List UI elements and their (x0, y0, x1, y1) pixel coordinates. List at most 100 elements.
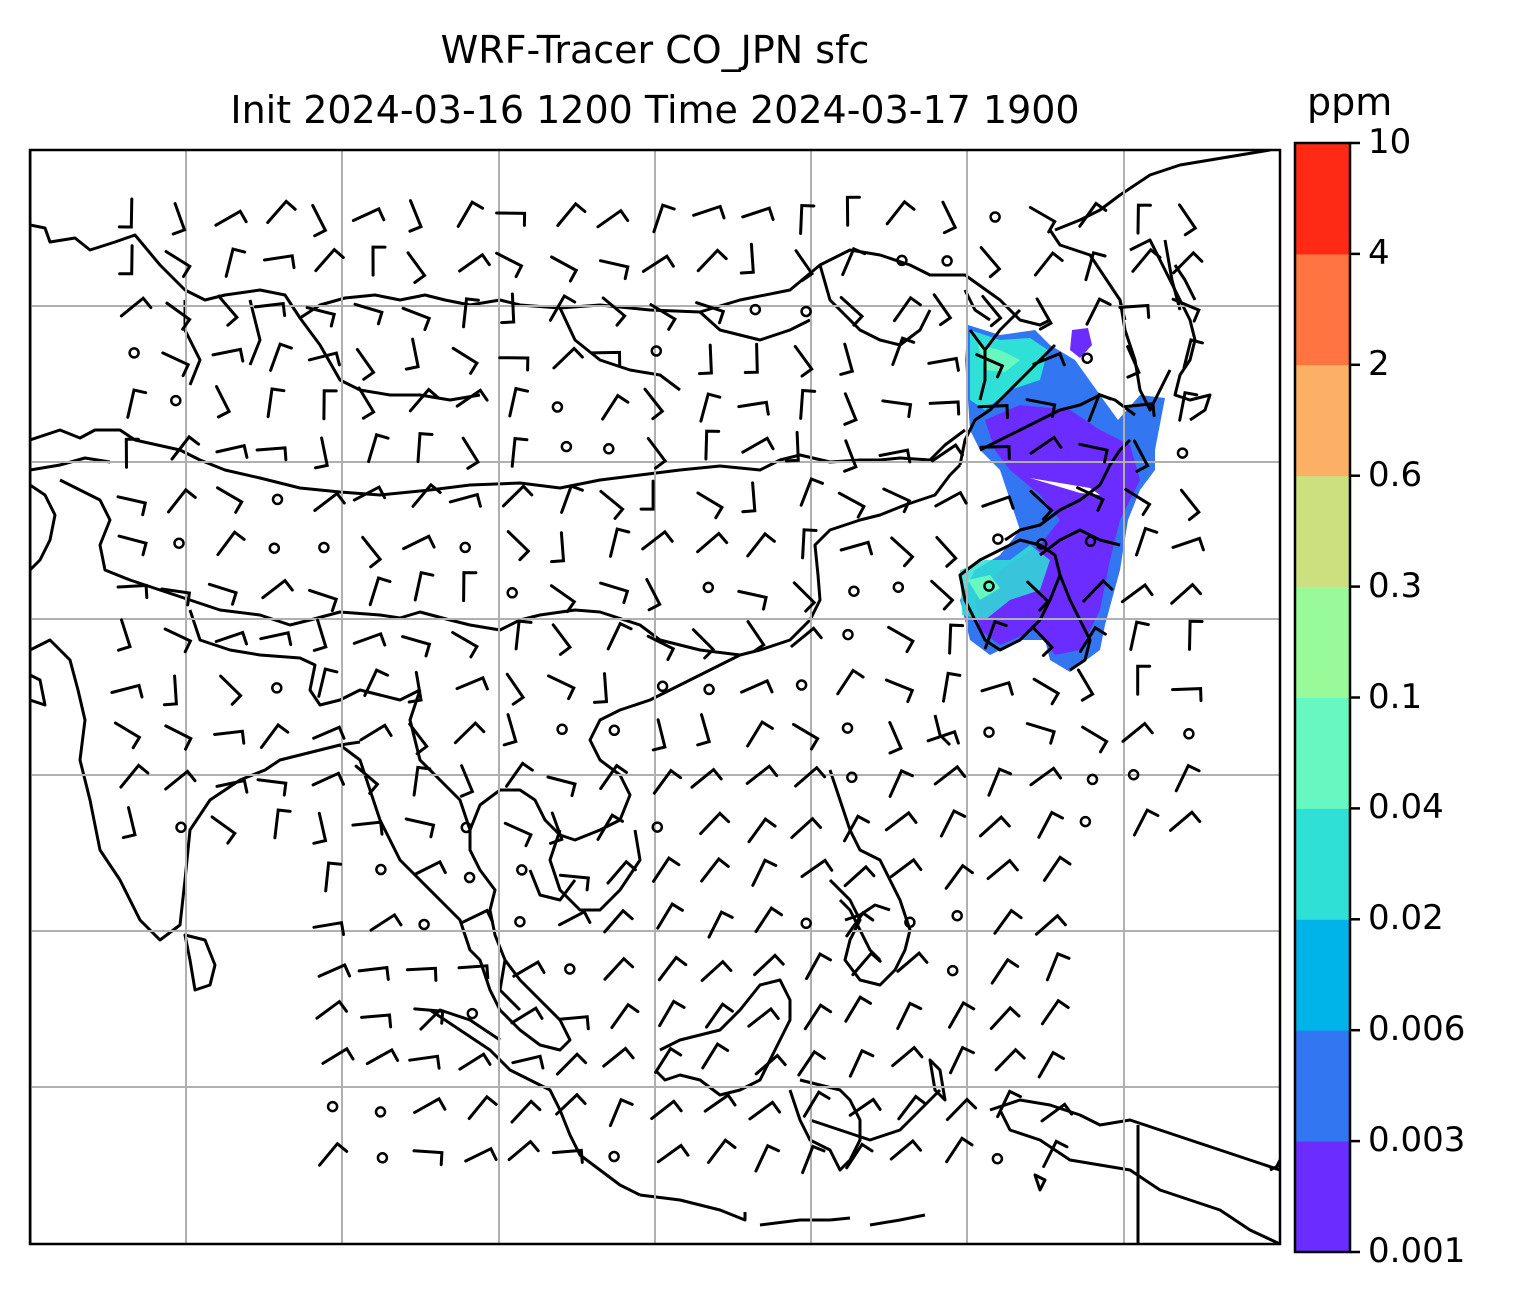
wind-barb (404, 337, 420, 371)
wind-barb (548, 293, 577, 322)
wind-barb (1029, 766, 1063, 787)
calm-wind-marker (326, 1100, 339, 1113)
wind-barb (1040, 998, 1070, 1026)
wind-barb (692, 204, 726, 220)
wind-barb (599, 581, 630, 605)
wind-barb (1032, 677, 1061, 706)
wind-barb (892, 295, 922, 323)
calm-wind-marker (946, 964, 959, 977)
wind-barb (737, 589, 768, 611)
wind-barb (843, 439, 858, 473)
wind-barb (754, 906, 783, 933)
wind-barb (601, 393, 630, 421)
calm-wind-marker (991, 1152, 1004, 1165)
wind-barb (495, 211, 527, 227)
wind-barb (793, 344, 814, 378)
wind-barb (1076, 486, 1105, 512)
wind-barb (1129, 620, 1150, 651)
wind-barb (882, 487, 912, 514)
wind-barb (498, 356, 530, 372)
wind-barb (557, 1015, 590, 1031)
wind-barb (878, 448, 912, 464)
colorbar-segment (1295, 919, 1350, 1031)
calm-wind-marker (992, 533, 1004, 545)
wind-barb (645, 577, 662, 612)
wind-barb (321, 1046, 355, 1065)
wind-barb (413, 570, 435, 602)
wind-barb (556, 201, 587, 227)
wind-barb (939, 808, 967, 838)
wind-barb (503, 821, 533, 848)
wind-barb (639, 479, 655, 511)
calm-wind-marker (175, 821, 187, 834)
wind-barb (1131, 247, 1162, 273)
wind-barb (555, 1092, 587, 1116)
colorbar-segment (1295, 253, 1350, 366)
wind-barb (979, 814, 1011, 838)
wind-barb (751, 858, 778, 887)
calm-wind-marker (1086, 773, 1099, 786)
wind-barb (1078, 201, 1108, 228)
wind-barb (464, 1146, 498, 1163)
wind-barb (805, 952, 832, 981)
wind-barb (261, 578, 294, 600)
wind-barb (948, 1000, 976, 1029)
wind-barb (944, 863, 974, 890)
wind-barb (1171, 536, 1205, 552)
wind-barb (351, 206, 386, 222)
wind-barb (1045, 951, 1071, 982)
wind-barb (888, 721, 903, 755)
calm-wind-marker (564, 963, 576, 975)
wind-barb (1037, 1050, 1065, 1079)
wind-barb (412, 765, 432, 797)
wind-barb (799, 388, 817, 420)
calm-wind-marker (1084, 535, 1097, 548)
wind-barb (560, 484, 584, 514)
wind-barb (312, 725, 346, 740)
wind-barb (1032, 351, 1066, 367)
wind-barb (704, 429, 721, 461)
wind-barb (643, 387, 665, 421)
wind-barb (368, 576, 392, 607)
calm-wind-marker (800, 917, 812, 930)
wind-barb (214, 209, 248, 227)
wind-barb (551, 1148, 584, 1164)
wind-barb (457, 964, 490, 980)
wind-barb (990, 957, 1020, 985)
wind-barb (646, 634, 676, 662)
wind-barb (163, 627, 193, 654)
wind-barb (215, 443, 249, 459)
wind-barb (405, 966, 438, 982)
calm-wind-marker (989, 211, 1001, 223)
wind-barb (658, 999, 686, 1028)
wind-barb (657, 955, 688, 982)
wind-barb (746, 531, 776, 558)
wind-barb (408, 722, 429, 756)
wind-barb (116, 495, 148, 517)
colorbar-segment (1295, 808, 1350, 920)
wind-barb (408, 387, 440, 413)
wind-barb (502, 713, 518, 747)
wind-barb (848, 1097, 882, 1117)
calm-wind-marker (1035, 538, 1048, 550)
wind-barb (305, 306, 337, 328)
wind-barb (1037, 810, 1064, 839)
wind-barb (460, 908, 494, 925)
map-frame (28, 148, 1282, 1246)
calm-wind-marker (560, 440, 573, 453)
wind-barb (989, 1005, 1021, 1030)
wind-barb (610, 1002, 640, 1029)
wind-barb (402, 534, 436, 551)
wind-barb (896, 950, 929, 973)
wind-barb (1136, 203, 1152, 235)
wind-barb (1171, 297, 1201, 323)
wind-barb (164, 724, 193, 751)
wind-barb (979, 444, 1011, 460)
wind-barb (748, 1100, 782, 1121)
wind-barb (746, 720, 774, 748)
wind-barb (593, 672, 609, 704)
wind-barb (411, 482, 442, 508)
wind-barb (210, 815, 237, 845)
co-tracer-plume (960, 325, 1165, 672)
